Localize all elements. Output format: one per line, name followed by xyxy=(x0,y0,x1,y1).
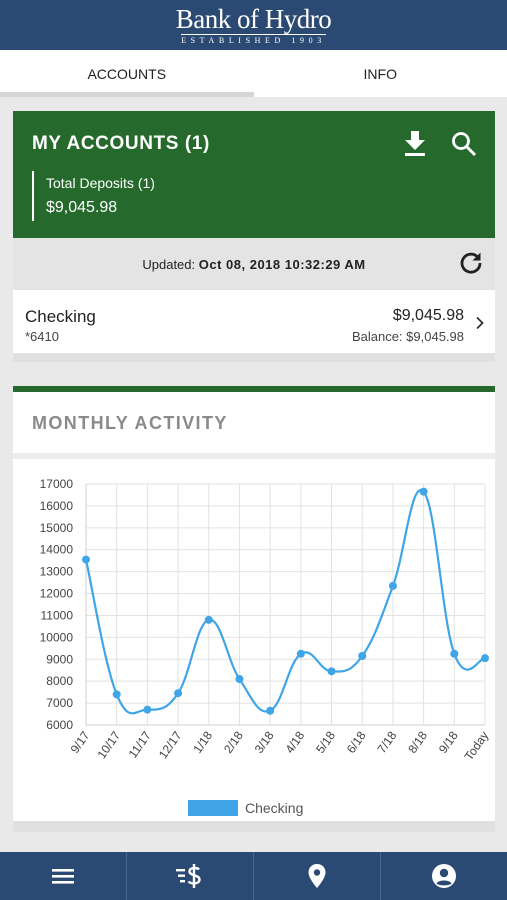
y-tick-label: 14000 xyxy=(40,543,74,557)
checking-account-row[interactable]: Checking *6410 $9,045.98 Balance: $9,045… xyxy=(13,290,495,362)
legend-label: Checking xyxy=(245,800,303,816)
data-point xyxy=(174,689,183,698)
total-deposits-label: Total Deposits (1) xyxy=(46,175,155,191)
tab-info[interactable]: INFO xyxy=(363,65,397,82)
data-point xyxy=(112,690,121,699)
tab-bar: ACCOUNTS INFO xyxy=(0,50,507,97)
y-tick-label: 11000 xyxy=(41,608,74,622)
activity-divider xyxy=(13,453,495,459)
x-tick-label: Today xyxy=(462,729,492,763)
y-tick-label: 9000 xyxy=(46,652,73,666)
monthly-activity-card: MONTHLY ACTIVITY 6000 7000 8000 9000 10000 11… xyxy=(13,386,495,832)
updated-bar: Updated: Oct 08, 2018 10:32:29 AM xyxy=(13,238,495,290)
deposits-accent-bar xyxy=(32,171,34,221)
y-tick-label: 15000 xyxy=(40,521,74,535)
x-tick-label: 11/17 xyxy=(126,728,154,760)
data-point xyxy=(388,581,397,590)
y-tick-label: 6000 xyxy=(46,718,73,732)
data-point xyxy=(296,649,305,658)
account-icon xyxy=(432,864,456,888)
data-point xyxy=(327,667,336,676)
y-tick-label: 10000 xyxy=(40,630,74,644)
series-line-checking xyxy=(84,488,486,715)
y-tick-label: 13000 xyxy=(40,565,74,579)
data-point xyxy=(266,706,275,715)
x-tick-label: 4/18 xyxy=(282,728,307,755)
data-point xyxy=(143,705,152,714)
data-point xyxy=(235,674,244,683)
app-header: Bank of Hydro ESTABLISHED 1903 xyxy=(0,0,507,50)
search-icon[interactable] xyxy=(451,131,477,157)
y-tick-label: 12000 xyxy=(40,587,74,601)
x-tick-label: 9/17 xyxy=(68,728,93,755)
data-point xyxy=(481,654,489,663)
account-number: *6410 xyxy=(25,329,59,344)
data-point xyxy=(82,555,90,564)
x-tick-label: 1/18 xyxy=(190,728,215,755)
updated-label: Updated: xyxy=(142,257,196,272)
tab-accounts[interactable]: ACCOUNTS xyxy=(0,50,254,97)
x-tick-label: 9/18 xyxy=(436,728,461,755)
location-icon xyxy=(308,864,326,888)
account-amount: $9,045.98 xyxy=(392,307,464,324)
total-deposits-value: $9,045.98 xyxy=(46,199,118,216)
account-balance: Balance: $9,045.98 xyxy=(351,329,464,344)
refresh-icon[interactable] xyxy=(458,250,484,276)
y-tick-label: 7000 xyxy=(46,696,73,710)
x-tick-label: 7/18 xyxy=(375,728,400,755)
bank-logo-tagline: ESTABLISHED 1903 xyxy=(181,33,326,45)
x-tick-label: 12/17 xyxy=(156,728,185,761)
nav-account[interactable] xyxy=(381,852,507,900)
updated-text: Updated: Oct 08, 2018 10:32:29 AM xyxy=(13,257,495,272)
nav-transfer[interactable] xyxy=(127,852,254,900)
data-point xyxy=(358,651,367,660)
bottom-nav xyxy=(0,852,507,900)
nav-menu[interactable] xyxy=(0,852,127,900)
x-tick-label: 5/18 xyxy=(313,728,338,755)
monthly-activity-title: MONTHLY ACTIVITY xyxy=(32,413,228,433)
y-tick-label: 17000 xyxy=(40,477,74,491)
bank-logo: Bank of Hydro xyxy=(175,3,332,34)
chevron-right-icon xyxy=(476,316,484,330)
x-tick-label: 3/18 xyxy=(252,728,277,755)
x-tick-label: 10/17 xyxy=(94,728,123,761)
data-point xyxy=(450,649,459,658)
x-tick-label: 6/18 xyxy=(344,728,369,755)
x-tick-label: 8/18 xyxy=(405,728,430,755)
y-tick-label: 16000 xyxy=(40,499,74,513)
account-name: Checking xyxy=(25,307,96,326)
transfer-icon xyxy=(176,864,201,888)
updated-timestamp: Oct 08, 2018 10:32:29 AM xyxy=(198,257,366,272)
my-accounts-card: MY ACCOUNTS (1) Total Deposits (1) $9,04… xyxy=(13,111,495,238)
y-tick-label: 8000 xyxy=(46,674,73,688)
data-point xyxy=(419,487,428,496)
data-point xyxy=(204,615,213,624)
legend-swatch xyxy=(188,800,238,816)
monthly-activity-chart: 6000 7000 8000 9000 10000 11000 12000 13000 1400… xyxy=(40,477,492,816)
download-icon[interactable] xyxy=(404,131,426,157)
nav-location[interactable] xyxy=(254,852,381,900)
menu-icon xyxy=(52,869,74,884)
my-accounts-title: MY ACCOUNTS (1) xyxy=(32,133,210,154)
x-tick-label: 2/18 xyxy=(221,728,246,755)
